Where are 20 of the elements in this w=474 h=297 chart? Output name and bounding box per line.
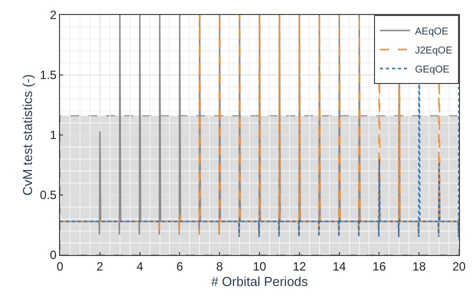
y-tick-label: 1.5: [40, 68, 57, 82]
x-tick-label: 6: [176, 259, 184, 274]
legend-label: J2EqOE: [415, 45, 453, 56]
x-tick-label: 20: [452, 259, 466, 274]
x-tick-label: 8: [216, 259, 224, 274]
x-tick-label: 10: [252, 259, 266, 274]
x-tick-label: 18: [412, 259, 426, 274]
x-axis-title: # Orbital Periods: [211, 274, 308, 289]
x-tick-label: 4: [136, 259, 144, 274]
x-tick-label: 14: [332, 259, 346, 274]
legend-label: AEqOE: [415, 26, 449, 38]
legend-label: GEqOE: [415, 64, 450, 76]
y-tick-label: 0: [50, 248, 57, 262]
y-axis-title: CvM test statistics (-): [20, 74, 35, 196]
x-tick-label: 2: [96, 259, 104, 274]
x-tick-label: 16: [372, 259, 386, 274]
y-tick-label: 0.5: [40, 188, 57, 202]
x-tick-label: 12: [292, 259, 306, 274]
y-tick-label: 2: [50, 8, 57, 22]
y-tick-label: 1: [50, 128, 57, 142]
